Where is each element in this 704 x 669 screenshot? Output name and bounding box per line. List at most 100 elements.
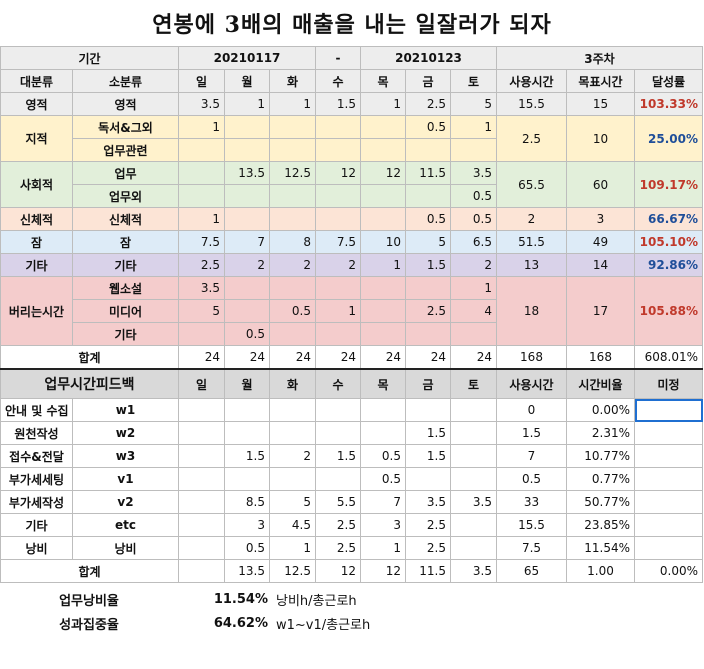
hour-cell[interactable]: 3.5 xyxy=(450,490,497,514)
hour-cell[interactable] xyxy=(269,421,316,445)
hour-cell[interactable]: 8.5 xyxy=(224,490,270,514)
hour-cell[interactable] xyxy=(405,398,451,422)
hour-cell[interactable] xyxy=(450,421,497,445)
hour-cell[interactable]: 12 xyxy=(360,161,406,185)
hour-cell[interactable] xyxy=(269,184,316,208)
hour-cell[interactable]: 2 xyxy=(269,253,316,277)
hour-cell[interactable]: 4.5 xyxy=(269,513,316,537)
hour-cell[interactable] xyxy=(178,536,225,560)
hour-cell[interactable] xyxy=(315,467,361,491)
hour-cell[interactable] xyxy=(450,398,497,422)
hour-cell[interactable] xyxy=(360,398,406,422)
hour-cell[interactable]: 5 xyxy=(178,299,225,323)
hour-cell[interactable] xyxy=(315,398,361,422)
hour-cell[interactable] xyxy=(450,444,497,468)
hour-cell[interactable]: 1 xyxy=(450,115,497,139)
hour-cell[interactable] xyxy=(178,184,225,208)
hour-cell[interactable] xyxy=(315,184,361,208)
hour-cell[interactable]: 0.5 xyxy=(450,184,497,208)
hour-cell[interactable] xyxy=(315,421,361,445)
hour-cell[interactable] xyxy=(224,276,270,300)
hour-cell[interactable] xyxy=(224,467,270,491)
hour-cell[interactable]: 2.5 xyxy=(315,536,361,560)
hour-cell[interactable] xyxy=(405,184,451,208)
hour-cell[interactable]: 11.5 xyxy=(405,161,451,185)
hour-cell[interactable]: 1 xyxy=(269,92,316,116)
hour-cell[interactable]: 3.5 xyxy=(178,276,225,300)
undecided-cell[interactable] xyxy=(633,513,704,537)
hour-cell[interactable] xyxy=(450,467,497,491)
undecided-cell[interactable] xyxy=(633,536,704,560)
hour-cell[interactable] xyxy=(224,421,270,445)
hour-cell[interactable] xyxy=(178,322,225,346)
hour-cell[interactable] xyxy=(360,184,406,208)
hour-cell[interactable] xyxy=(315,138,361,162)
hour-cell[interactable]: 3 xyxy=(224,513,270,537)
hour-cell[interactable]: 0.5 xyxy=(224,322,270,346)
hour-cell[interactable] xyxy=(224,207,270,231)
hour-cell[interactable] xyxy=(224,184,270,208)
undecided-cell[interactable] xyxy=(633,421,704,445)
hour-cell[interactable]: 7 xyxy=(224,230,270,254)
hour-cell[interactable]: 2.5 xyxy=(178,253,225,277)
undecided-cell[interactable] xyxy=(633,490,704,514)
hour-cell[interactable]: 2 xyxy=(224,253,270,277)
selected-cell[interactable] xyxy=(633,398,704,422)
hour-cell[interactable]: 2.5 xyxy=(405,513,451,537)
hour-cell[interactable]: 1 xyxy=(450,276,497,300)
hour-cell[interactable]: 1.5 xyxy=(224,444,270,468)
hour-cell[interactable] xyxy=(178,513,225,537)
hour-cell[interactable]: 2 xyxy=(315,253,361,277)
hour-cell[interactable] xyxy=(360,115,406,139)
hour-cell[interactable]: 0.5 xyxy=(269,299,316,323)
hour-cell[interactable]: 2 xyxy=(269,444,316,468)
hour-cell[interactable]: 0.5 xyxy=(405,115,451,139)
hour-cell[interactable] xyxy=(224,115,270,139)
hour-cell[interactable]: 5 xyxy=(405,230,451,254)
hour-cell[interactable] xyxy=(360,138,406,162)
hour-cell[interactable]: 1 xyxy=(269,536,316,560)
hour-cell[interactable] xyxy=(269,138,316,162)
hour-cell[interactable] xyxy=(315,115,361,139)
hour-cell[interactable] xyxy=(405,467,451,491)
hour-cell[interactable]: 1 xyxy=(178,115,225,139)
hour-cell[interactable]: 3 xyxy=(360,513,406,537)
hour-cell[interactable] xyxy=(405,276,451,300)
hour-cell[interactable]: 1 xyxy=(360,536,406,560)
hour-cell[interactable] xyxy=(178,138,225,162)
hour-cell[interactable] xyxy=(269,398,316,422)
hour-cell[interactable] xyxy=(269,207,316,231)
undecided-cell[interactable] xyxy=(633,467,704,491)
hour-cell[interactable]: 12 xyxy=(315,161,361,185)
hour-cell[interactable]: 1.5 xyxy=(315,444,361,468)
hour-cell[interactable] xyxy=(360,322,406,346)
hour-cell[interactable]: 1.5 xyxy=(315,92,361,116)
hour-cell[interactable]: 2.5 xyxy=(315,513,361,537)
hour-cell[interactable]: 5.5 xyxy=(315,490,361,514)
hour-cell[interactable]: 2 xyxy=(450,253,497,277)
hour-cell[interactable] xyxy=(178,421,225,445)
hour-cell[interactable] xyxy=(269,276,316,300)
hour-cell[interactable]: 5 xyxy=(269,490,316,514)
hour-cell[interactable] xyxy=(450,536,497,560)
hour-cell[interactable] xyxy=(178,161,225,185)
hour-cell[interactable] xyxy=(360,299,406,323)
hour-cell[interactable]: 0.5 xyxy=(360,444,406,468)
hour-cell[interactable] xyxy=(269,322,316,346)
hour-cell[interactable]: 2.5 xyxy=(405,299,451,323)
hour-cell[interactable]: 1 xyxy=(224,92,270,116)
hour-cell[interactable]: 0.5 xyxy=(405,207,451,231)
hour-cell[interactable]: 7 xyxy=(360,490,406,514)
hour-cell[interactable]: 0.5 xyxy=(224,536,270,560)
hour-cell[interactable]: 13.5 xyxy=(224,161,270,185)
hour-cell[interactable] xyxy=(405,138,451,162)
hour-cell[interactable] xyxy=(224,398,270,422)
hour-cell[interactable] xyxy=(178,444,225,468)
hour-cell[interactable]: 1 xyxy=(360,253,406,277)
hour-cell[interactable]: 3.5 xyxy=(178,92,225,116)
hour-cell[interactable] xyxy=(269,467,316,491)
hour-cell[interactable] xyxy=(178,490,225,514)
hour-cell[interactable] xyxy=(315,322,361,346)
hour-cell[interactable] xyxy=(360,276,406,300)
hour-cell[interactable]: 2.5 xyxy=(405,92,451,116)
